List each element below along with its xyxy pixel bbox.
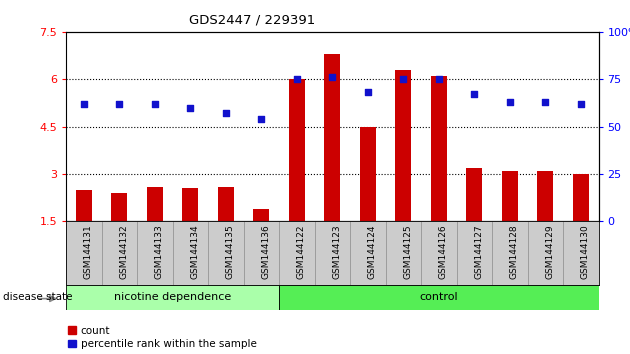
Bar bbox=[279, 285, 598, 310]
Legend: count, percentile rank within the sample: count, percentile rank within the sample bbox=[68, 326, 256, 349]
Point bbox=[469, 92, 479, 97]
Bar bbox=[137, 221, 173, 285]
Text: GSM144129: GSM144129 bbox=[545, 224, 554, 279]
Point bbox=[540, 99, 551, 105]
Bar bbox=[112, 193, 127, 269]
Bar bbox=[324, 54, 340, 269]
Bar bbox=[314, 221, 350, 285]
Bar bbox=[208, 221, 244, 285]
Bar bbox=[457, 221, 492, 285]
Text: GSM144131: GSM144131 bbox=[84, 224, 93, 279]
Bar bbox=[147, 187, 163, 269]
Bar bbox=[253, 209, 270, 269]
Text: GSM144128: GSM144128 bbox=[510, 224, 518, 279]
Text: GSM144124: GSM144124 bbox=[368, 224, 377, 279]
Text: GSM144125: GSM144125 bbox=[403, 224, 412, 279]
Bar bbox=[182, 188, 198, 269]
Point bbox=[185, 105, 195, 110]
Text: disease state: disease state bbox=[3, 292, 72, 302]
Bar bbox=[218, 187, 234, 269]
Text: GSM144133: GSM144133 bbox=[155, 224, 164, 279]
Bar bbox=[501, 171, 518, 269]
Bar bbox=[395, 70, 411, 269]
Bar bbox=[350, 221, 386, 285]
Point bbox=[576, 101, 586, 107]
Bar bbox=[466, 167, 483, 269]
Bar bbox=[76, 190, 92, 269]
Point bbox=[363, 90, 373, 95]
Point bbox=[505, 99, 515, 105]
Text: GSM144135: GSM144135 bbox=[226, 224, 235, 279]
Text: GSM144134: GSM144134 bbox=[190, 224, 199, 279]
Bar bbox=[492, 221, 527, 285]
Bar bbox=[421, 221, 457, 285]
Text: GSM144123: GSM144123 bbox=[333, 224, 341, 279]
Point bbox=[328, 74, 338, 80]
Bar bbox=[360, 127, 376, 269]
Bar bbox=[537, 171, 553, 269]
Title: GDS2447 / 229391: GDS2447 / 229391 bbox=[190, 14, 316, 27]
Point bbox=[398, 76, 408, 82]
Bar bbox=[289, 79, 305, 269]
Bar bbox=[173, 221, 208, 285]
Text: GSM144136: GSM144136 bbox=[261, 224, 270, 279]
Text: control: control bbox=[420, 292, 458, 302]
Point bbox=[221, 110, 231, 116]
Bar bbox=[101, 221, 137, 285]
Text: GSM144122: GSM144122 bbox=[297, 224, 306, 279]
Bar bbox=[431, 76, 447, 269]
Point bbox=[79, 101, 89, 107]
Text: GSM144130: GSM144130 bbox=[581, 224, 590, 279]
Bar bbox=[573, 174, 589, 269]
Bar bbox=[563, 221, 598, 285]
Bar bbox=[244, 221, 279, 285]
Bar bbox=[527, 221, 563, 285]
Bar bbox=[66, 285, 279, 310]
Text: GSM144132: GSM144132 bbox=[119, 224, 129, 279]
Point bbox=[150, 101, 160, 107]
Point bbox=[433, 76, 444, 82]
Point bbox=[292, 76, 302, 82]
Point bbox=[256, 116, 266, 122]
Text: GSM144126: GSM144126 bbox=[438, 224, 448, 279]
Bar bbox=[279, 221, 314, 285]
Bar bbox=[386, 221, 421, 285]
Bar bbox=[66, 221, 101, 285]
Text: GSM144127: GSM144127 bbox=[474, 224, 483, 279]
Text: nicotine dependence: nicotine dependence bbox=[114, 292, 231, 302]
Point bbox=[114, 101, 124, 107]
